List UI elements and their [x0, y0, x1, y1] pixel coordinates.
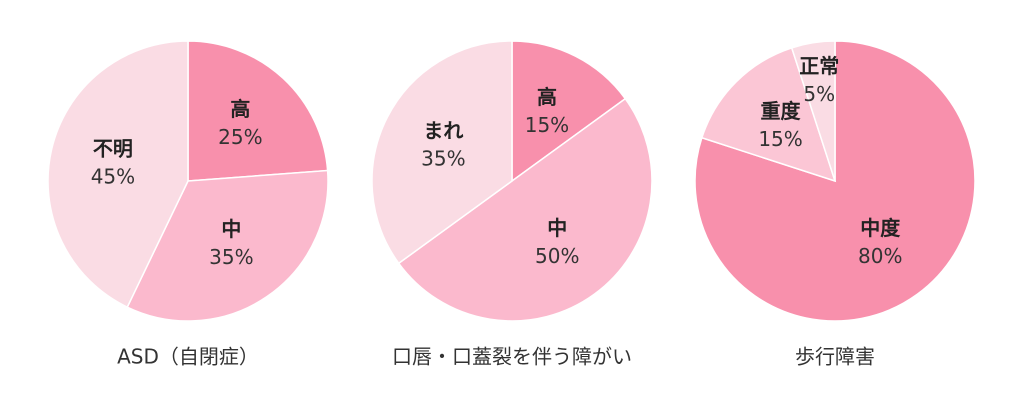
- chart-title: 口唇・口蓋裂を伴う障がい: [392, 345, 632, 369]
- slice-value-label: 15%: [758, 127, 802, 151]
- slice-category: 重度: [761, 99, 802, 123]
- slice-value-label: 25%: [218, 125, 262, 149]
- pie-slice: [790, 40, 836, 182]
- slice-category: 高: [230, 97, 250, 121]
- pie-slice: [187, 40, 329, 182]
- slice-category: 中: [221, 217, 241, 241]
- slice-category: 高: [537, 85, 557, 109]
- chart-title: ASD（自閉症）: [117, 345, 259, 369]
- pie-slice: [700, 46, 837, 183]
- slice-value-label: 45%: [91, 164, 135, 188]
- slice-value-label: 5%: [803, 82, 835, 106]
- slice-value-label: 35%: [421, 147, 465, 171]
- slice-category: 不明: [93, 136, 133, 160]
- chart-title: 歩行障害: [795, 345, 875, 369]
- slice-value-label: 15%: [525, 113, 569, 137]
- slice-category: まれ: [423, 119, 463, 143]
- slice-category: 中度: [860, 216, 901, 240]
- slice-value-label: 50%: [535, 244, 579, 268]
- slice-category: 中: [547, 216, 567, 240]
- slice-value-label: 80%: [858, 244, 902, 268]
- slice-category: 正常: [799, 54, 839, 78]
- pie-slice: [47, 40, 189, 309]
- pie-slice: [511, 40, 627, 183]
- slice-value-label: 35%: [209, 245, 253, 269]
- pie-slice: [397, 97, 653, 322]
- pie-slice: [126, 169, 329, 322]
- pie-slice: [371, 40, 513, 265]
